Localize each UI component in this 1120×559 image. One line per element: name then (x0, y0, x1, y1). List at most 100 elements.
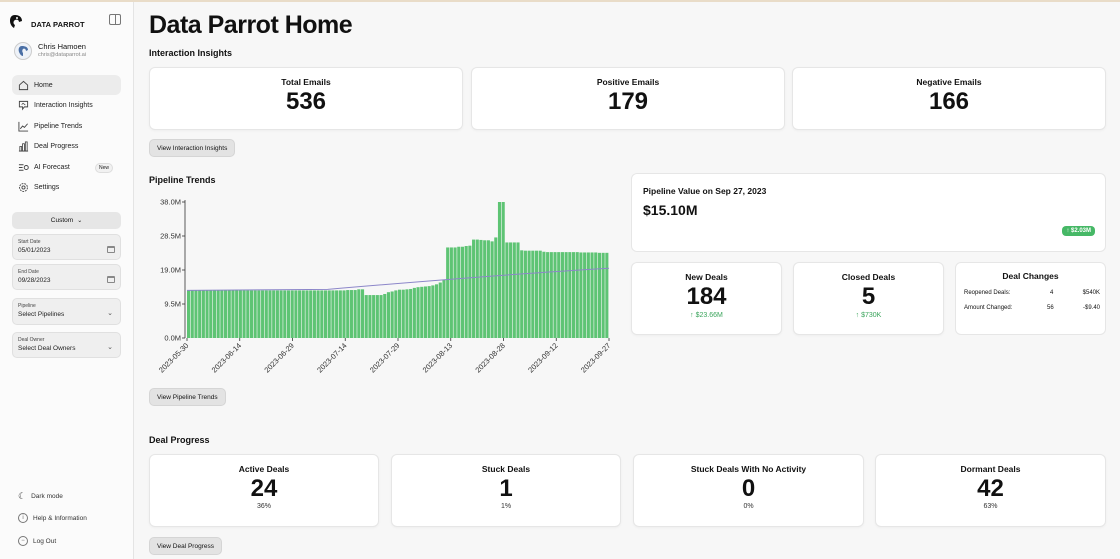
dark-mode-label: Dark mode (31, 493, 63, 500)
sidebar-item-interaction-insights[interactable]: Interaction Insights (12, 96, 121, 116)
sidebar-item-settings[interactable]: Settings (12, 178, 121, 198)
bar (305, 290, 309, 338)
bar (261, 290, 265, 338)
pipeline-trends-title: Pipeline Trends (149, 175, 216, 185)
pipeline-value: $15.10M (643, 202, 698, 218)
bar (394, 290, 398, 338)
sidebar-item-ai-forecast[interactable]: AI Forecast New (12, 157, 121, 177)
bar (568, 252, 572, 338)
bar (187, 290, 191, 338)
moon-icon: ☾ (18, 491, 27, 501)
bar (405, 289, 409, 338)
bar (398, 289, 402, 338)
closed-deals-card: Closed Deals 5 ↑ $730K (793, 262, 944, 335)
bar (435, 284, 439, 338)
row-amount: -$9.40 (1082, 305, 1100, 311)
pipeline-select[interactable]: Pipeline Select Pipelines ⌄ (12, 298, 121, 325)
bar (227, 290, 231, 338)
bar (353, 290, 357, 338)
deal-owner-select[interactable]: Deal Owner Select Deal Owners ⌄ (12, 332, 121, 358)
y-tick-label: 0.0M (164, 334, 181, 343)
bar (464, 246, 468, 338)
bar (386, 292, 390, 338)
bar (479, 239, 483, 338)
bar (597, 252, 601, 338)
calendar-icon[interactable] (107, 246, 115, 253)
pipeline-value-card: Pipeline Value on Sep 27, 2023 $15.10M ↑… (631, 173, 1106, 252)
card-value: 179 (607, 88, 649, 115)
active-deals-card: Active Deals 24 36% (149, 454, 379, 527)
brand[interactable]: DATA PARROT (9, 14, 85, 34)
bar (298, 290, 302, 338)
bar (538, 250, 542, 338)
bar (338, 290, 342, 338)
collapse-sidebar-icon[interactable] (109, 14, 121, 25)
card-value: 184 (686, 283, 727, 310)
card-label: Negative Emails (916, 77, 982, 87)
bar (309, 290, 313, 338)
y-tick-label: 38.0M (160, 198, 181, 207)
sidebar-item-label: Interaction Insights (34, 102, 93, 110)
negative-emails-card: Negative Emails 166 (792, 67, 1106, 130)
bar (605, 252, 609, 338)
sidebar-item-pipeline-trends[interactable]: Pipeline Trends (12, 116, 121, 136)
bar (224, 290, 228, 338)
bar (246, 290, 250, 338)
bar (216, 290, 220, 338)
dark-mode-toggle[interactable]: ☾ Dark mode (18, 491, 128, 502)
bar (431, 285, 435, 338)
sidebar-nav: Home Interaction Insights Pipeline Trend… (12, 75, 121, 199)
bar (594, 252, 598, 338)
sidebar: DATA PARROT Chris Hamoen chris@dataparro… (0, 2, 134, 559)
bar (383, 293, 387, 338)
sidebar-item-deal-progress[interactable]: Deal Progress (12, 137, 121, 157)
bar (449, 247, 453, 338)
bar (275, 290, 279, 338)
row-label: Reopened Deals: (964, 290, 1011, 296)
calendar-icon[interactable] (107, 276, 115, 283)
pipeline-value-label: Pipeline Value on Sep 27, 2023 (643, 186, 767, 196)
bar (571, 252, 576, 338)
card-value: 166 (928, 88, 970, 115)
help-link[interactable]: i Help & Information (18, 513, 128, 523)
bar (438, 282, 442, 338)
date-range-value: Custom (50, 217, 74, 224)
logout-icon: − (18, 536, 28, 546)
bar (238, 290, 242, 338)
bar (212, 290, 217, 338)
sidebar-item-label: Deal Progress (34, 143, 79, 151)
y-tick-label: 28.5M (160, 232, 181, 241)
x-tick-label: 2023-08-13 (421, 341, 454, 374)
end-date-field[interactable]: End Date 09/28/2023 (12, 264, 121, 290)
view-interaction-insights-button[interactable]: View Interaction Insights (149, 139, 236, 157)
bar (475, 239, 479, 338)
bar (412, 287, 416, 338)
info-icon: i (18, 513, 28, 523)
card-label: Stuck Deals (481, 464, 531, 474)
x-tick-label: 2023-07-14 (315, 341, 348, 374)
bar (220, 290, 224, 338)
date-range-select[interactable]: Custom ⌄ (12, 212, 121, 229)
card-label: Active Deals (238, 464, 290, 474)
trend-line (186, 267, 610, 291)
bar (379, 295, 383, 338)
home-icon (18, 80, 29, 90)
user-profile[interactable]: Chris Hamoen chris@dataparrot.ai (14, 42, 86, 60)
logout-link[interactable]: − Log Out (18, 536, 128, 546)
bar (420, 286, 424, 338)
user-email: chris@dataparrot.ai (38, 52, 87, 58)
bar (549, 252, 553, 338)
view-deal-progress-button[interactable]: View Deal Progress (149, 537, 222, 555)
bar (505, 242, 509, 338)
bar (249, 290, 254, 338)
bar (357, 289, 361, 338)
bar (497, 202, 502, 338)
sidebar-item-home[interactable]: Home (12, 75, 121, 95)
start-date-field[interactable]: Start Date 05/01/2023 (12, 234, 121, 260)
deal-owner-label: Deal Owner (18, 337, 45, 343)
bar (401, 289, 405, 338)
bar (372, 295, 376, 338)
view-pipeline-trends-button[interactable]: View Pipeline Trends (149, 388, 226, 406)
bar (205, 290, 209, 338)
bar (257, 290, 261, 338)
